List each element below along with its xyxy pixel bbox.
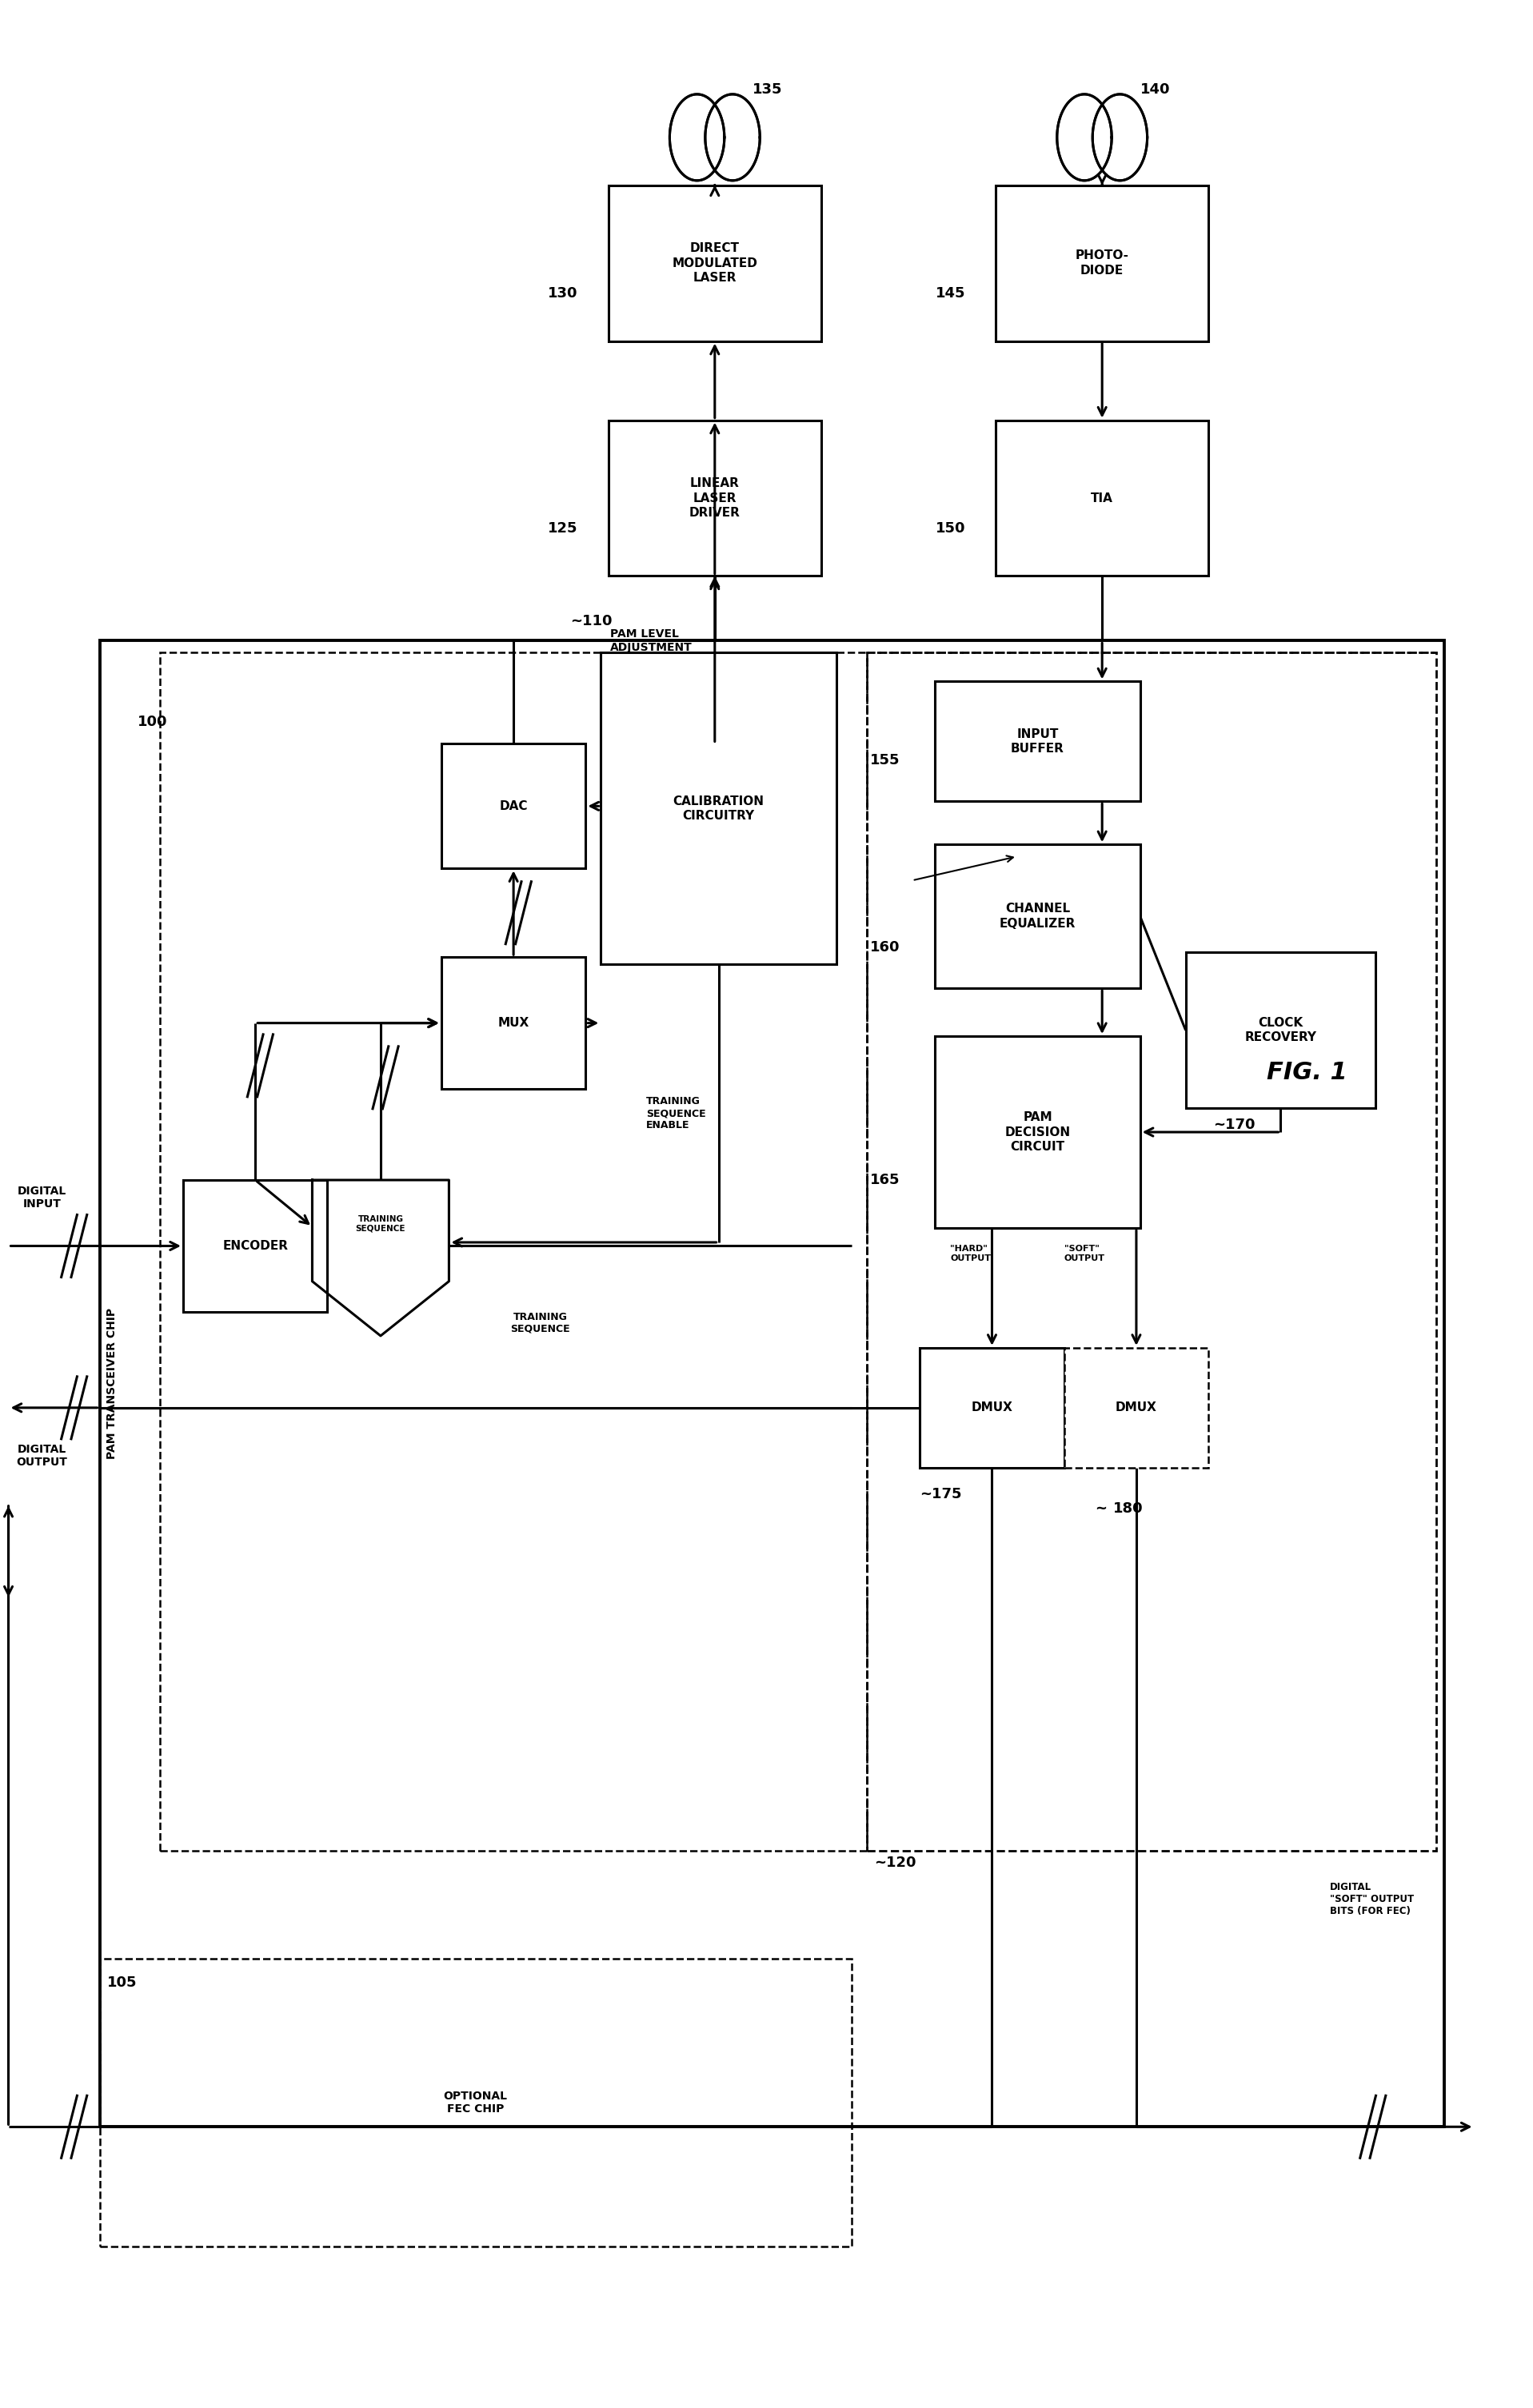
Text: LINEAR
LASER
DRIVER: LINEAR LASER DRIVER [690, 477, 740, 520]
Bar [182, 1180, 328, 1312]
Text: PHOTO-
DIODE: PHOTO- DIODE [1075, 250, 1128, 277]
Ellipse shape [670, 94, 725, 181]
Text: OPTIONAL
FEC CHIP: OPTIONAL FEC CHIP [443, 2090, 507, 2114]
Text: 100: 100 [138, 715, 167, 730]
Text: DMUX: DMUX [972, 1401, 1013, 1413]
Text: 105: 105 [107, 1977, 136, 1989]
Text: ~110: ~110 [570, 614, 613, 628]
Text: MUX: MUX [498, 1016, 529, 1028]
Text: 155: 155 [871, 754, 900, 768]
Text: CLOCK
RECOVERY: CLOCK RECOVERY [1245, 1016, 1317, 1043]
Polygon shape [313, 1180, 449, 1336]
Text: 165: 165 [871, 1173, 900, 1187]
Bar [601, 653, 837, 963]
Text: "HARD"
OUTPUT: "HARD" OUTPUT [950, 1245, 990, 1262]
Text: DAC: DAC [500, 799, 527, 811]
Text: ENCODER: ENCODER [222, 1240, 288, 1252]
Text: TIA: TIA [1091, 491, 1113, 503]
Text: ~170: ~170 [1213, 1117, 1256, 1132]
Text: PAM TRANSCEIVER CHIP: PAM TRANSCEIVER CHIP [106, 1308, 118, 1459]
Bar [935, 681, 1141, 802]
Text: 135: 135 [753, 82, 783, 96]
Ellipse shape [1058, 94, 1111, 181]
Text: 125: 125 [549, 520, 578, 535]
Bar [609, 185, 822, 342]
Bar [935, 1035, 1141, 1228]
Text: INPUT
BUFFER: INPUT BUFFER [1010, 727, 1064, 754]
Bar [442, 956, 586, 1088]
Bar [935, 845, 1141, 987]
Text: DMUX: DMUX [1116, 1401, 1157, 1413]
Text: ~175: ~175 [920, 1486, 961, 1500]
Bar [996, 185, 1208, 342]
Text: DIGITAL
OUTPUT: DIGITAL OUTPUT [17, 1445, 67, 1469]
Bar [161, 653, 866, 1852]
Text: 140: 140 [1141, 82, 1170, 96]
Text: 150: 150 [935, 520, 966, 535]
Bar [920, 1348, 1064, 1466]
Text: "SOFT"
OUTPUT: "SOFT" OUTPUT [1064, 1245, 1105, 1262]
Bar [996, 421, 1208, 576]
Text: ~: ~ [1095, 1500, 1107, 1515]
Bar [100, 1960, 851, 2247]
Text: FIG. 1: FIG. 1 [1266, 1060, 1348, 1084]
Bar [442, 744, 586, 869]
Text: DIGITAL
INPUT: DIGITAL INPUT [17, 1185, 66, 1209]
Text: TRAINING
SEQUENCE
ENABLE: TRAINING SEQUENCE ENABLE [647, 1096, 707, 1129]
Text: PAM
DECISION
CIRCUIT: PAM DECISION CIRCUIT [1004, 1110, 1070, 1153]
Text: 180: 180 [1113, 1500, 1142, 1515]
Bar [1185, 951, 1375, 1108]
Ellipse shape [705, 94, 760, 181]
Bar [100, 641, 1444, 2126]
Text: DIRECT
MODULATED
LASER: DIRECT MODULATED LASER [671, 243, 757, 284]
Bar [1064, 1348, 1208, 1466]
Text: 160: 160 [871, 942, 900, 954]
Text: ~120: ~120 [874, 1857, 917, 1871]
Text: 130: 130 [549, 287, 578, 301]
Text: DIGITAL
"SOFT" OUTPUT
BITS (FOR FEC): DIGITAL "SOFT" OUTPUT BITS (FOR FEC) [1331, 1883, 1413, 1917]
Text: 145: 145 [935, 287, 966, 301]
Text: CALIBRATION
CIRCUITRY: CALIBRATION CIRCUITRY [673, 795, 763, 821]
Ellipse shape [1093, 94, 1147, 181]
Bar [866, 653, 1436, 1852]
Text: TRAINING
SEQUENCE: TRAINING SEQUENCE [510, 1312, 570, 1334]
Text: TRAINING
SEQUENCE: TRAINING SEQUENCE [356, 1216, 406, 1233]
Text: CHANNEL
EQUALIZER: CHANNEL EQUALIZER [1000, 903, 1076, 929]
Text: PAM LEVEL
ADJUSTMENT: PAM LEVEL ADJUSTMENT [610, 628, 691, 653]
Bar [609, 421, 822, 576]
